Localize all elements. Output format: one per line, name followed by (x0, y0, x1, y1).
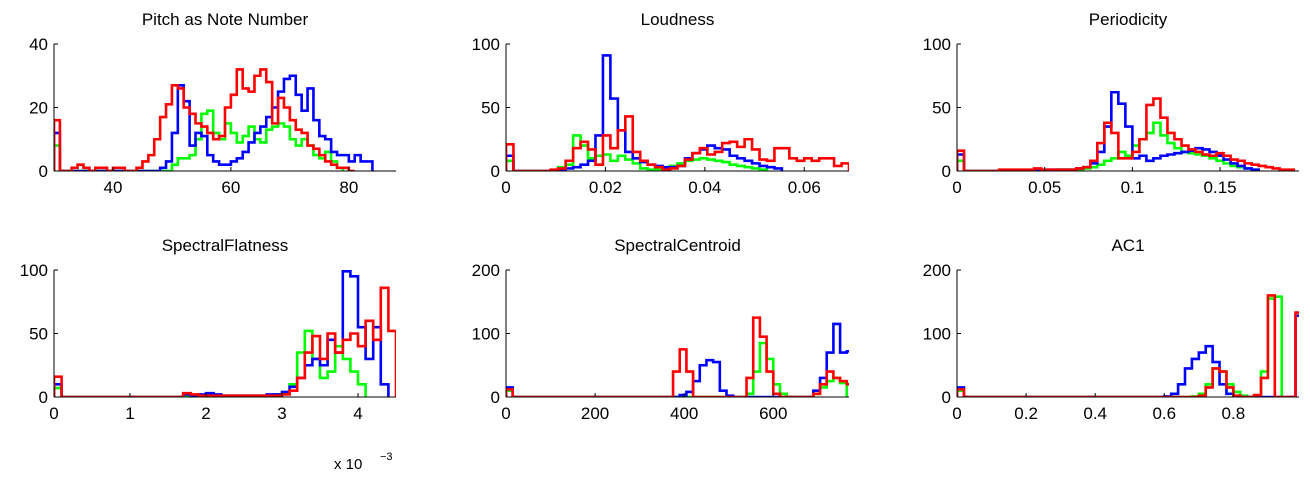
series-blue-line (957, 314, 1299, 397)
y-tick-label: 200 (472, 261, 500, 280)
x-axis-multiplier: x 10 (334, 456, 362, 473)
series-blue-line (54, 269, 390, 397)
x-tick-label: 0.1 (1121, 178, 1145, 197)
x-tick-label: 0.6 (1152, 404, 1176, 423)
x-tick-label: 0.06 (788, 178, 821, 197)
x-tick-label: 0 (952, 404, 961, 423)
x-tick-label: 3 (277, 404, 286, 423)
x-tick-label: 0.02 (589, 178, 622, 197)
x-tick-label: 0 (49, 404, 58, 423)
x-tick-label: 40 (104, 178, 123, 197)
x-tick-label: 80 (339, 178, 358, 197)
y-tick-label: 100 (923, 35, 951, 54)
y-tick-label: 0 (491, 162, 500, 181)
series-red-line (957, 97, 1296, 171)
subplot-1: 0 50 100 0 0.02 0.04 0.06 Loudness (472, 10, 849, 197)
series-red-line (957, 294, 1299, 397)
series-red-line (54, 68, 355, 171)
x-tick-label: 0.15 (1204, 178, 1237, 197)
series-blue-line (506, 54, 784, 171)
x-tick-label: 0.05 (1028, 178, 1061, 197)
series-group (54, 269, 396, 397)
series-group (506, 316, 849, 397)
x-tick-label: 0.8 (1222, 404, 1246, 423)
x-tick-label: 200 (581, 404, 609, 423)
series-blue-line (506, 322, 849, 397)
series-group (506, 54, 849, 171)
series-group (54, 68, 374, 171)
series-green-line (506, 341, 849, 397)
subplot-0: 0 20 40 40 60 80 Pitch as Note Number (29, 10, 396, 197)
series-red-line (506, 115, 849, 171)
series-green-line (54, 109, 345, 171)
subplot-title: SpectralCentroid (614, 236, 741, 255)
subplot-3: 0 50 100 0 1 2 3 4 SpectralFlatness x 10 −3 (20, 236, 396, 473)
x-tick-label: 0 (501, 404, 510, 423)
subplot-title: Pitch as Note Number (142, 10, 309, 29)
y-tick-label: 0 (39, 388, 48, 407)
x-tick-label: 2 (201, 404, 210, 423)
series-red-line (54, 286, 396, 397)
series-blue-line (54, 74, 374, 171)
x-tick-label: 0 (952, 178, 961, 197)
series-group (957, 294, 1299, 397)
subplot-title: Loudness (641, 10, 715, 29)
x-tick-label: 0.2 (1014, 404, 1038, 423)
subplot-title: SpectralFlatness (162, 236, 289, 255)
y-tick-label: 0 (491, 388, 500, 407)
y-tick-label: 50 (481, 99, 500, 118)
y-tick-label: 0 (942, 388, 951, 407)
x-tick-label: 0.04 (688, 178, 721, 197)
x-tick-label: 400 (670, 404, 698, 423)
y-tick-label: 0 (39, 162, 48, 181)
series-green-line (957, 295, 1284, 397)
x-tick-label: 0.4 (1083, 404, 1107, 423)
subplot-title: Periodicity (1089, 10, 1168, 29)
series-group (957, 90, 1296, 171)
x-tick-label: 4 (353, 404, 362, 423)
y-tick-label: 100 (472, 35, 500, 54)
y-tick-label: 100 (20, 261, 48, 280)
subplot-2: 0 50 100 0 0.05 0.1 0.15 Periodicity (923, 10, 1299, 197)
y-tick-label: 40 (29, 35, 48, 54)
x-tick-label: 1 (125, 404, 134, 423)
subplot-title: AC1 (1111, 236, 1144, 255)
subplot-4: 0 100 200 0 200 400 600 SpectralCentroid (472, 236, 849, 423)
y-tick-label: 200 (923, 261, 951, 280)
x-tick-label: 600 (759, 404, 787, 423)
y-tick-label: 50 (932, 99, 951, 118)
series-green-line (957, 121, 1260, 171)
y-tick-label: 100 (923, 325, 951, 344)
x-axis-multiplier-exponent: −3 (380, 451, 393, 463)
x-tick-label: 0 (501, 178, 510, 197)
y-tick-label: 20 (29, 99, 48, 118)
y-tick-label: 100 (472, 325, 500, 344)
series-red-line (506, 316, 849, 397)
y-tick-label: 0 (942, 162, 951, 181)
x-tick-label: 60 (221, 178, 240, 197)
y-tick-label: 50 (29, 325, 48, 344)
subplot-5: 0 100 200 0 0.2 0.4 0.6 0.8 AC1 (923, 236, 1299, 423)
